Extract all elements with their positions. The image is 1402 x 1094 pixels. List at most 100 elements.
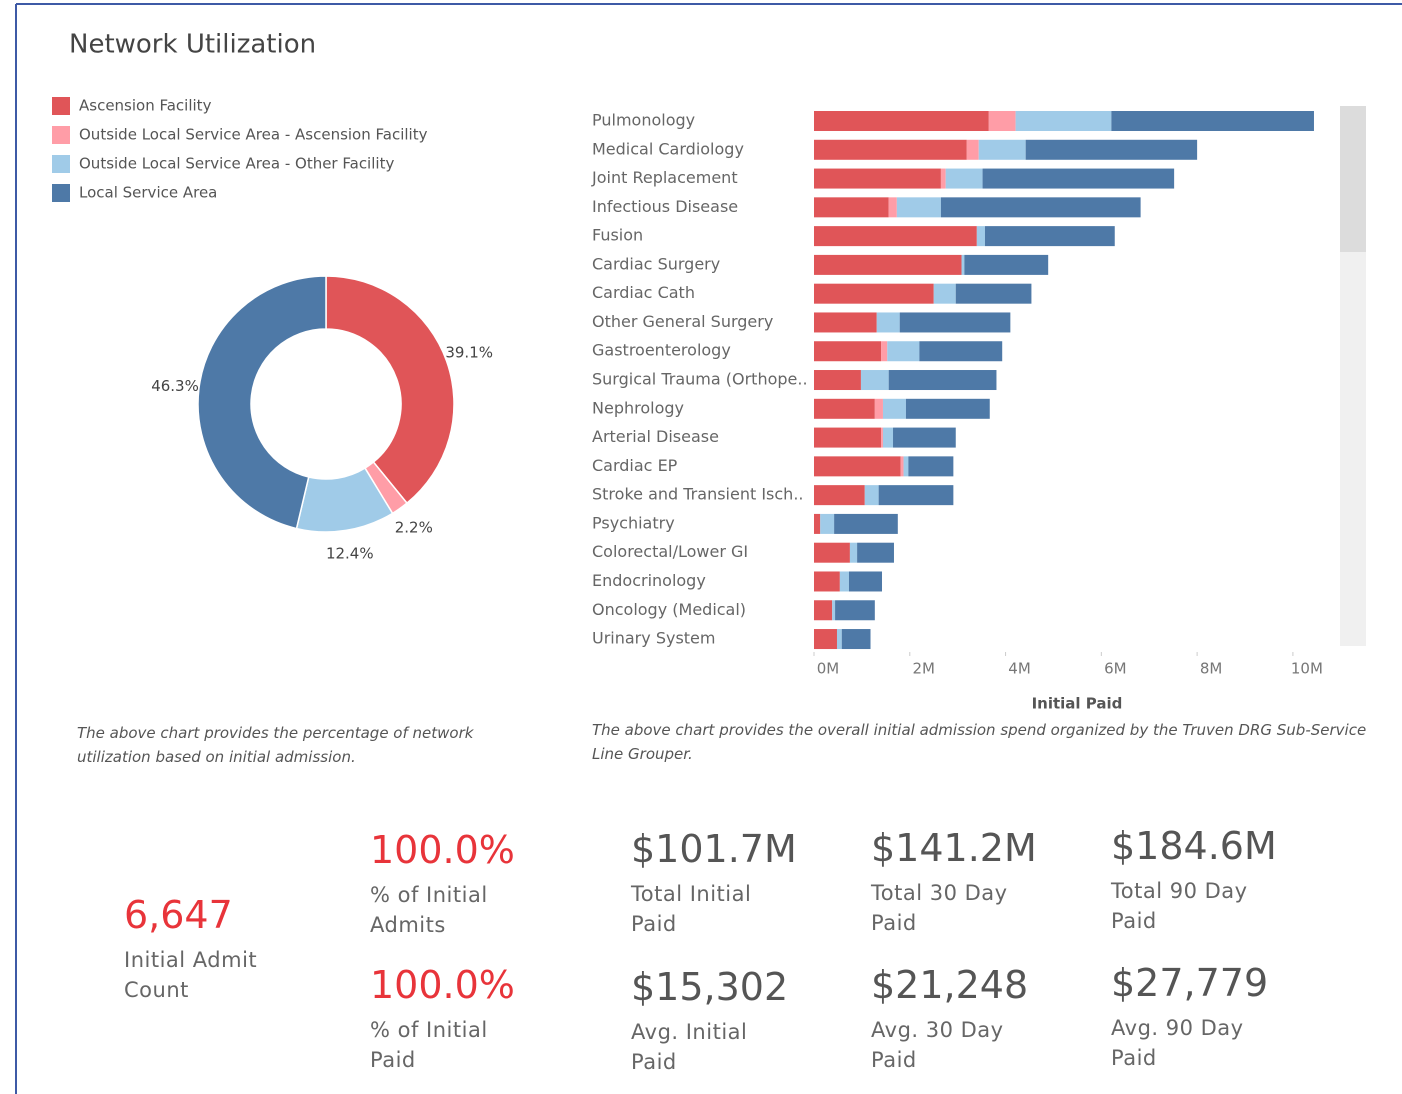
bar-segment	[814, 600, 833, 621]
kpi-label: % of Initial Admits	[370, 883, 488, 937]
kpi-label: Total 30 Day Paid	[871, 881, 1008, 935]
x-tick-label: 8M	[1200, 660, 1223, 678]
bar-segment	[814, 254, 962, 275]
bar-segment	[814, 111, 989, 131]
kpi-card: $184.6M Total 90 Day Paid	[1111, 824, 1277, 936]
category-label: Fusion	[592, 226, 643, 245]
x-tick-label: 6M	[1104, 660, 1127, 678]
category-label: Oncology (Medical)	[592, 600, 746, 619]
bar-segment	[945, 168, 983, 189]
scrollbar-thumb[interactable]	[1340, 106, 1366, 252]
legend-label: Outside Local Service Area - Ascension F…	[79, 126, 428, 144]
bar-segment	[882, 427, 894, 448]
category-label: Colorectal/Lower GI	[592, 542, 748, 561]
bar-segment	[814, 312, 877, 333]
category-label: Gastroenterology	[592, 341, 731, 360]
bar-segment	[835, 600, 875, 621]
kpi-value: 100.0%	[370, 963, 515, 1007]
bar-segment	[839, 571, 849, 592]
donut-slice	[197, 275, 327, 530]
bar-segment	[814, 139, 967, 160]
kpi-label: Avg. 90 Day Paid	[1111, 1016, 1244, 1070]
bar-segment	[864, 485, 879, 506]
dashboard-title: Network Utilization	[69, 30, 316, 60]
x-tick-label: 2M	[913, 660, 936, 678]
category-label: Arterial Disease	[592, 427, 719, 446]
kpi-value: $21,248	[871, 963, 1029, 1007]
kpi-label: Total 90 Day Paid	[1111, 879, 1248, 933]
category-label: Nephrology	[592, 398, 684, 417]
legend-swatch	[52, 184, 70, 202]
bar-segment	[984, 226, 1115, 247]
category-label: Cardiac Surgery	[592, 254, 720, 273]
bar-segment	[961, 254, 965, 275]
kpi-label: % of Initial Paid	[370, 1018, 488, 1072]
bar-segment	[814, 485, 865, 506]
category-label: Urinary System	[592, 629, 715, 648]
legend-swatch	[52, 155, 70, 173]
bar-segment	[881, 341, 888, 362]
category-label: Endocrinology	[592, 571, 706, 590]
bar-segment	[881, 427, 883, 448]
bar-segment	[1025, 139, 1198, 160]
bar-segment	[814, 283, 934, 304]
bar-segment	[882, 398, 906, 419]
category-label: Other General Surgery	[592, 312, 773, 331]
x-tick-label: 10M	[1291, 660, 1323, 678]
bar-segment	[834, 513, 898, 534]
kpi-label: Avg. 30 Day Paid	[871, 1018, 1004, 1072]
kpi-card: $21,248 Avg. 30 Day Paid	[871, 963, 1028, 1075]
bar-segment	[888, 197, 897, 218]
x-axis-title: Initial Paid	[1032, 695, 1123, 713]
bar-segment	[841, 629, 871, 650]
kpi-label: Avg. Initial Paid	[631, 1020, 748, 1074]
slice-label: 12.4%	[326, 545, 374, 563]
bar-segment	[919, 341, 1003, 362]
kpi-card: 100.0% % of Initial Admits	[370, 828, 520, 940]
bar-segment	[814, 370, 861, 391]
kpi-value: $27,779	[1111, 961, 1269, 1005]
legend-label: Ascension Facility	[79, 97, 212, 115]
bar-segment	[814, 456, 901, 477]
kpi-card: 100.0% % of Initial Paid	[370, 963, 520, 1075]
category-label: Medical Cardiology	[592, 139, 744, 158]
legend-swatch	[52, 126, 70, 144]
slice-label: 46.3%	[151, 377, 199, 395]
kpi-value: $184.6M	[1111, 824, 1277, 868]
category-label: Psychiatry	[592, 513, 675, 532]
bar-segment	[814, 571, 840, 592]
bar-segment	[814, 629, 837, 650]
slice-label: 39.1%	[445, 343, 493, 361]
bar-segment	[832, 600, 836, 621]
bar-segment	[836, 629, 842, 650]
bar-segment	[887, 341, 920, 362]
bar-segment	[896, 197, 941, 218]
x-tick-label: 0M	[817, 660, 840, 678]
kpi-value: 100.0%	[370, 828, 515, 872]
legend-label: Outside Local Service Area - Other Facil…	[79, 155, 394, 173]
kpi-card: $101.7M Total Initial Paid	[631, 827, 797, 939]
bar-segment	[893, 427, 956, 448]
category-label: Joint Replacement	[591, 168, 738, 187]
legend-swatch	[52, 97, 70, 115]
category-label: Cardiac EP	[592, 456, 678, 475]
bar-segment	[976, 226, 985, 247]
category-label: Cardiac Cath	[592, 283, 695, 302]
kpi-value: $141.2M	[871, 826, 1037, 870]
kpi-value: 6,647	[124, 893, 233, 937]
category-label: Infectious Disease	[592, 197, 738, 216]
bar-segment	[820, 513, 835, 534]
category-label: Stroke and Transient Isch..	[592, 485, 804, 504]
slice-label: 2.2%	[395, 519, 433, 537]
kpi-label: Total Initial Paid	[631, 882, 752, 936]
bar-segment	[814, 197, 889, 218]
kpi-card: $27,779 Avg. 90 Day Paid	[1111, 961, 1268, 1073]
bar-segment	[888, 370, 997, 391]
bar-segment	[1111, 111, 1314, 131]
bar-segment	[1015, 111, 1112, 131]
bar-segment	[940, 197, 1141, 218]
bar-segment	[964, 254, 1049, 275]
kpi-value: $101.7M	[631, 827, 797, 871]
